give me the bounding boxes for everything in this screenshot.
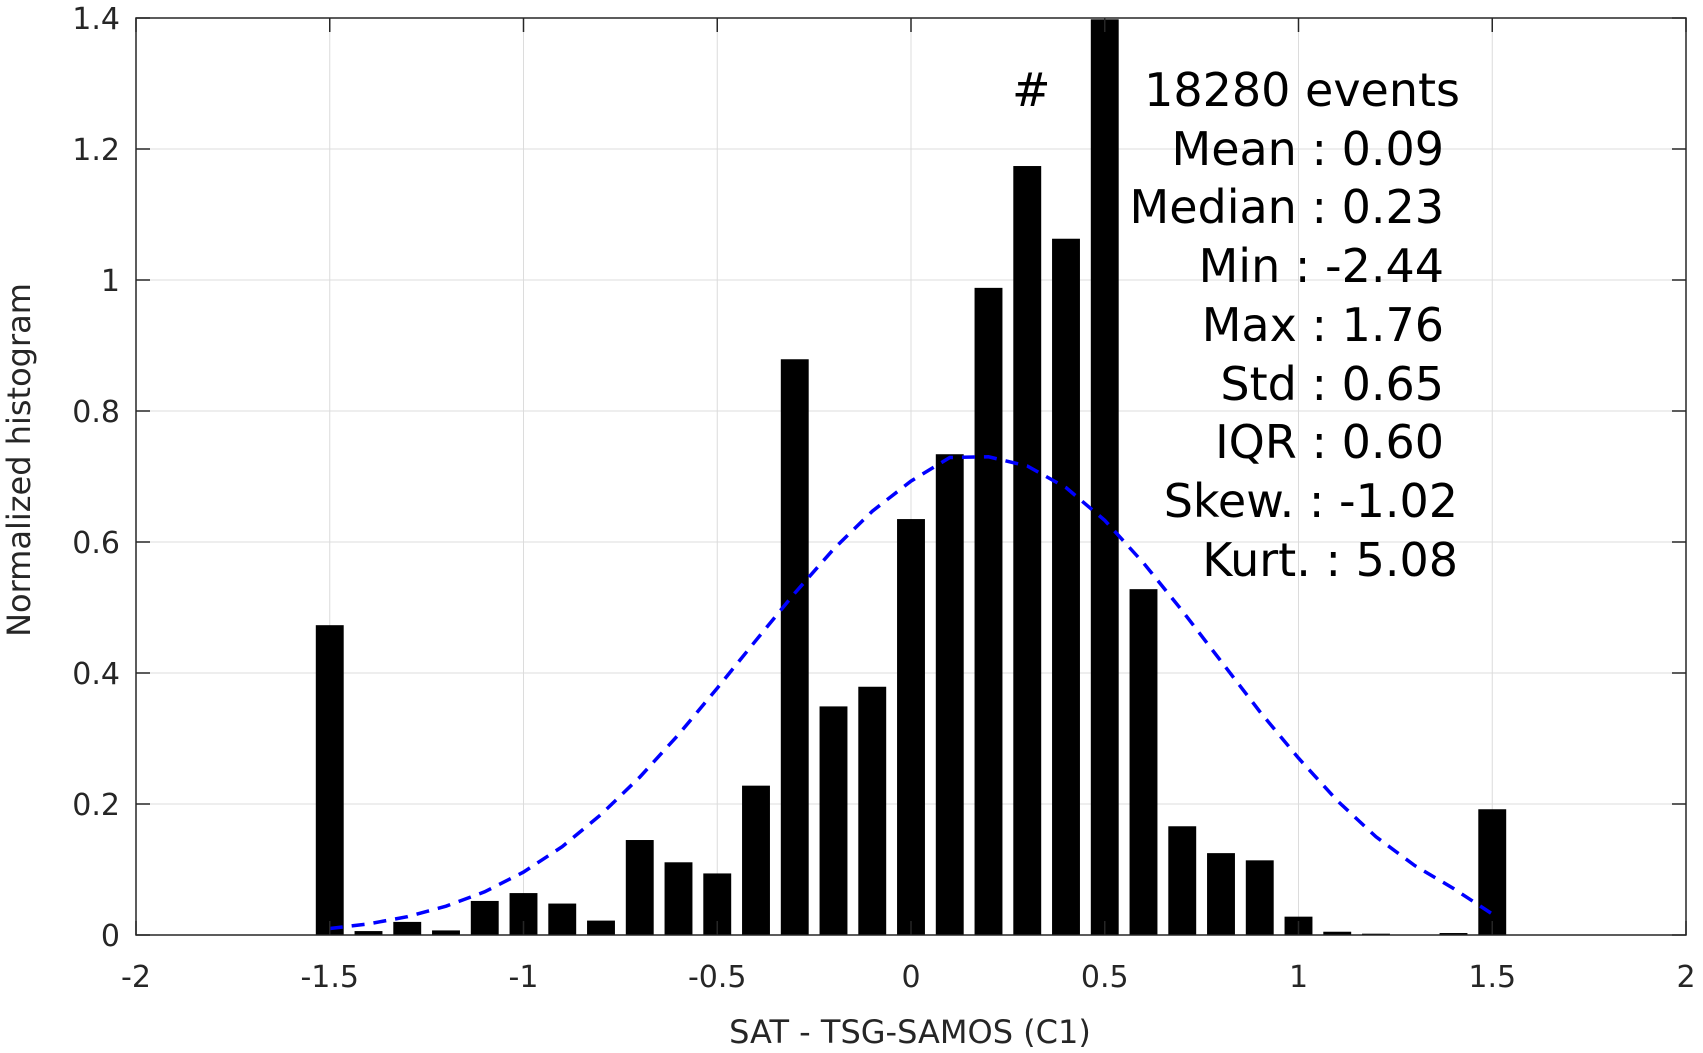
histogram-bar: [1052, 238, 1080, 936]
histogram-bar: [587, 920, 615, 935]
histogram-bar: [315, 625, 344, 935]
stat-std: Std : 0.65: [1220, 357, 1444, 411]
normal-fit-line: [329, 455, 1494, 931]
x-tick-label: 1.5: [1468, 960, 1516, 995]
histogram-bar: [819, 706, 848, 935]
y-tick-label: 1.2: [72, 133, 120, 168]
plot-frame: [135, 17, 1687, 936]
histogram-bar: [354, 931, 383, 935]
stat-mean: Mean : 0.09: [1172, 122, 1445, 176]
normal-fit-curve: [329, 455, 1494, 931]
histogram-bar: [1478, 809, 1507, 935]
histogram-bar: [432, 930, 460, 935]
histogram-bar: [935, 454, 964, 935]
histogram-bar: [780, 359, 809, 935]
tick-labels: -2 -1.5 -1 -0.5 0 0.5 1 1.5 2 0 0.2 0.4 0.6 0.8 1 1.2 1.…: [72, 2, 1695, 995]
histogram-bar: [1439, 933, 1468, 935]
stat-skewness: Skew. : -1.02: [1164, 474, 1458, 528]
histogram-bar: [625, 840, 654, 935]
statistics-box: # 18280 events Mean : 0.09 Median : 0.23…: [1012, 63, 1460, 587]
histogram-bar: [1090, 19, 1119, 936]
histogram-bars: [315, 19, 1507, 936]
histogram-bar: [1245, 860, 1274, 935]
x-tick-label: -2: [121, 960, 151, 995]
histogram-bar: [664, 862, 693, 935]
x-tick-label: -0.5: [688, 960, 747, 995]
x-tick-label: -1.5: [300, 960, 359, 995]
y-axis-title: Normalized histogram: [0, 283, 38, 637]
histogram-bar: [1129, 589, 1158, 935]
y-tick-label: 0.4: [72, 657, 120, 692]
x-tick-label: 2: [1676, 960, 1695, 995]
y-tick-label: 1.4: [72, 2, 120, 37]
stat-max: Max : 1.76: [1202, 298, 1444, 352]
histogram-bar: [858, 686, 887, 935]
histogram-bar: [1207, 853, 1235, 936]
stat-median: Median : 0.23: [1130, 180, 1444, 234]
x-axis-title: SAT - TSG-SAMOS (C1): [729, 1013, 1091, 1051]
y-tick-label: 0.6: [72, 526, 120, 561]
histogram-bar: [1168, 826, 1197, 935]
y-tick-label: 0.2: [72, 788, 120, 823]
y-tick-label: 0: [101, 919, 120, 954]
histogram-bar: [1323, 931, 1352, 935]
event-count-symbol: #: [1012, 63, 1051, 117]
histogram-bar: [470, 900, 499, 935]
event-count: 18280 events: [1144, 63, 1460, 117]
histogram-bar: [393, 921, 422, 935]
x-tick-label: 0: [901, 960, 920, 995]
x-tick-label: 1: [1289, 960, 1308, 995]
x-tick-label: 0.5: [1081, 960, 1129, 995]
stat-kurtosis: Kurt. : 5.08: [1202, 533, 1458, 587]
histogram-bar: [974, 287, 1003, 935]
histogram-bar: [897, 519, 925, 935]
histogram-bar: [548, 903, 577, 935]
stat-iqr: IQR : 0.60: [1215, 415, 1444, 469]
y-tick-label: 1: [101, 264, 120, 299]
histogram-bar: [1013, 166, 1042, 935]
x-tick-label: -1: [509, 960, 539, 995]
axes: [135, 17, 1687, 936]
stat-min: Min : -2.44: [1199, 239, 1444, 293]
y-tick-label: 0.8: [72, 395, 120, 430]
histogram-bar: [742, 785, 770, 935]
